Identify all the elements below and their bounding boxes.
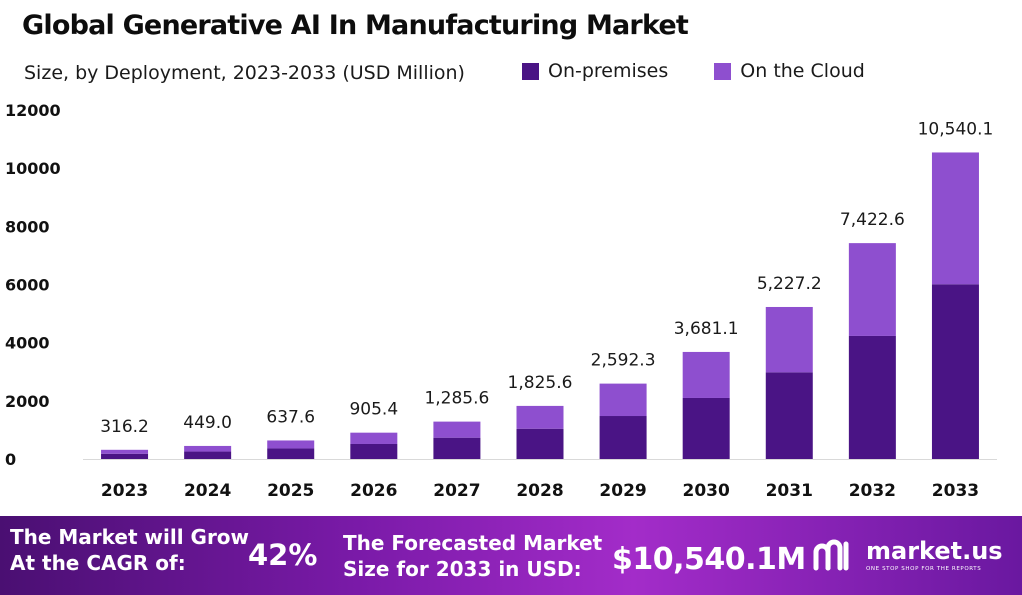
cagr-label-line1: The Market will Grow <box>10 525 250 549</box>
bar-on-premises-2032 <box>848 335 896 459</box>
cagr-label: The Market will Grow At the CAGR of: <box>10 524 250 576</box>
legend-item-on-premises: On-premises <box>522 60 668 82</box>
forecast-label: The Forecasted Market Size for 2033 in U… <box>343 530 613 582</box>
x-tick-label: 2026 <box>350 481 397 501</box>
bar-on-the-cloud-2026 <box>350 432 398 444</box>
forecast-value: $10,540.1M <box>612 542 806 577</box>
data-label-total: 2,592.3 <box>591 351 656 371</box>
cagr-value: 42% <box>248 538 318 572</box>
market-us-logo-icon <box>813 539 849 571</box>
bar-on-premises-2026 <box>350 443 398 459</box>
data-label-total: 637.6 <box>266 407 315 427</box>
summary-banner: The Market will Grow At the CAGR of: 42%… <box>0 516 1022 595</box>
bar-on-the-cloud-2031 <box>765 306 813 373</box>
legend-label-on-the-cloud: On the Cloud <box>740 60 865 82</box>
bar-on-premises-2031 <box>765 372 813 459</box>
bar-on-the-cloud-2023 <box>101 449 149 454</box>
y-tick-label: 8000 <box>5 217 50 236</box>
bar-on-the-cloud-2030 <box>682 351 730 398</box>
y-tick-label: 6000 <box>5 276 50 295</box>
forecast-label-line2: Size for 2033 in USD: <box>343 557 582 581</box>
brand-name: market.us <box>866 536 1003 565</box>
bar-on-premises-2024 <box>184 451 232 459</box>
x-tick-label: 2028 <box>516 481 563 501</box>
x-tick-label: 2029 <box>599 481 646 501</box>
bar-on-the-cloud-2032 <box>848 243 896 336</box>
bar-on-the-cloud-2029 <box>599 383 647 417</box>
bar-on-premises-2033 <box>931 284 979 459</box>
data-label-total: 3,681.1 <box>674 319 739 339</box>
x-tick-label: 2025 <box>267 481 314 501</box>
chart-title: Global Generative AI In Manufacturing Ma… <box>22 10 689 41</box>
x-tick-label: 2024 <box>184 481 231 501</box>
bar-on-premises-2030 <box>682 397 730 459</box>
forecast-label-line1: The Forecasted Market <box>343 531 603 555</box>
bar-chart: 0 2000 4000 6000 8000 10000 12000 316.2 2023 449.… <box>5 101 997 501</box>
bar-on-premises-2027 <box>433 437 481 459</box>
y-tick-label: 2000 <box>5 392 50 411</box>
bar-on-the-cloud-2033 <box>931 152 979 285</box>
x-tick-label: 2031 <box>766 481 813 501</box>
bar-on-premises-2023 <box>101 453 149 459</box>
y-tick-label: 0 <box>5 450 16 469</box>
bar-on-the-cloud-2025 <box>267 440 315 449</box>
x-tick-label: 2030 <box>683 481 730 501</box>
data-label-total: 1,285.6 <box>424 389 489 409</box>
legend-item-on-the-cloud: On the Cloud <box>714 60 865 82</box>
legend-label-on-premises: On-premises <box>548 60 669 82</box>
legend-swatch-on-the-cloud <box>714 62 732 80</box>
data-label-total: 7,422.6 <box>840 210 905 230</box>
data-label-total: 449.0 <box>183 413 232 433</box>
y-tick-label: 12000 <box>5 101 61 120</box>
bar-on-premises-2025 <box>267 448 315 459</box>
bar-on-the-cloud-2028 <box>516 405 564 429</box>
data-label-total: 5,227.2 <box>757 274 822 294</box>
data-label-total: 10,540.1 <box>918 119 994 139</box>
bar-on-the-cloud-2024 <box>184 445 232 452</box>
chart-subtitle: Size, by Deployment, 2023-2033 (USD Mill… <box>24 62 465 84</box>
y-tick-label: 4000 <box>5 334 50 353</box>
brand-tagline: ONE STOP SHOP FOR THE REPORTS <box>866 565 982 572</box>
data-label-total: 316.2 <box>100 417 149 437</box>
x-tick-label: 2023 <box>101 481 148 501</box>
bar-on-premises-2028 <box>516 428 564 459</box>
legend: On-premises On the Cloud <box>522 60 865 82</box>
bar-on-premises-2029 <box>599 416 647 459</box>
x-tick-label: 2032 <box>849 481 896 501</box>
data-label-total: 1,825.6 <box>508 373 573 393</box>
y-tick-label: 10000 <box>5 159 61 178</box>
data-label-total: 905.4 <box>349 400 398 420</box>
market-us-logo: market.us ONE STOP SHOP FOR THE REPORTS <box>812 538 1003 572</box>
bar-on-the-cloud-2027 <box>433 421 481 438</box>
cagr-label-line2: At the CAGR of: <box>10 551 186 575</box>
x-tick-label: 2027 <box>433 481 480 501</box>
legend-swatch-on-premises <box>522 62 539 80</box>
x-tick-label: 2033 <box>932 481 979 501</box>
